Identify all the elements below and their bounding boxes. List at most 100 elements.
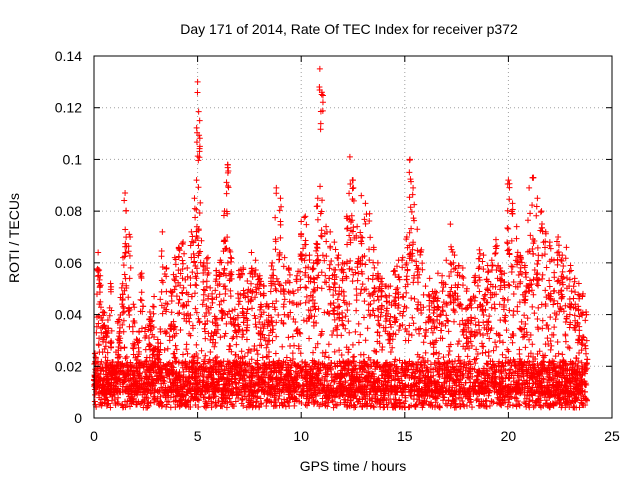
data-point — [524, 315, 531, 322]
data-point — [275, 395, 282, 402]
data-point — [516, 346, 523, 353]
data-point — [313, 240, 320, 247]
data-point — [492, 339, 499, 346]
data-point — [521, 391, 528, 398]
data-point — [345, 318, 352, 325]
data-point — [146, 372, 153, 378]
data-point — [322, 349, 329, 356]
data-point — [303, 284, 310, 291]
data-point — [356, 359, 363, 366]
data-point — [230, 334, 237, 341]
data-point — [362, 337, 369, 344]
data-point — [192, 214, 199, 221]
data-point — [345, 349, 352, 356]
data-point — [357, 331, 364, 338]
data-point — [338, 352, 345, 359]
data-point — [506, 396, 513, 403]
data-point — [166, 333, 173, 340]
data-point — [408, 295, 415, 302]
data-point — [236, 298, 243, 305]
data-point — [249, 305, 256, 312]
data-point — [534, 315, 541, 322]
data-point — [272, 285, 279, 292]
data-point — [207, 304, 214, 311]
data-point — [314, 216, 321, 223]
data-point — [516, 402, 523, 409]
data-point — [193, 139, 200, 146]
data-point — [510, 291, 517, 298]
data-point — [310, 349, 317, 356]
data-point — [217, 334, 224, 341]
data-point — [316, 390, 323, 397]
data-point — [342, 313, 349, 320]
data-point — [318, 285, 325, 292]
data-point — [427, 361, 434, 368]
data-point — [466, 358, 473, 365]
data-point — [493, 343, 500, 350]
data-point — [359, 234, 366, 241]
data-point — [379, 344, 386, 351]
data-point — [183, 346, 190, 353]
data-point — [203, 255, 210, 262]
data-point — [539, 275, 546, 282]
data-point — [172, 342, 179, 349]
data-point — [251, 312, 258, 319]
data-point — [189, 269, 196, 276]
data-point — [535, 304, 542, 311]
data-point — [324, 378, 331, 385]
data-point — [499, 351, 506, 358]
data-point — [314, 260, 321, 267]
data-point — [576, 349, 583, 356]
data-point — [325, 354, 332, 361]
data-point — [186, 318, 193, 325]
data-point — [119, 303, 126, 310]
data-point — [125, 294, 132, 301]
data-point — [302, 284, 309, 291]
data-point — [273, 190, 280, 197]
data-point — [239, 305, 246, 312]
data-point — [419, 260, 426, 267]
data-point — [477, 330, 484, 337]
data-point — [168, 309, 175, 316]
data-point — [318, 227, 325, 234]
chart-title: Day 171 of 2014, Rate Of TEC Index for r… — [180, 21, 518, 37]
data-point — [272, 246, 279, 253]
data-point — [176, 309, 183, 316]
data-point — [289, 333, 296, 340]
data-point — [195, 157, 202, 164]
data-point — [486, 313, 493, 320]
data-point — [488, 398, 495, 405]
data-point — [122, 226, 129, 233]
data-point — [500, 400, 507, 407]
data-point — [306, 335, 313, 342]
data-point — [121, 271, 128, 278]
data-point — [158, 253, 165, 260]
data-point — [479, 350, 486, 357]
data-point — [559, 351, 566, 358]
data-point — [193, 206, 200, 213]
data-point — [223, 404, 230, 411]
data-point — [298, 231, 305, 238]
data-point — [522, 344, 529, 351]
data-point — [412, 326, 419, 333]
data-point — [222, 290, 229, 297]
data-point — [469, 404, 476, 411]
data-point — [282, 403, 289, 410]
data-point — [310, 286, 317, 293]
data-point — [285, 334, 292, 341]
data-point — [539, 325, 546, 332]
data-point — [490, 347, 497, 354]
data-point — [318, 269, 325, 276]
data-point — [195, 108, 202, 115]
data-point — [283, 354, 290, 361]
data-point — [253, 323, 260, 330]
data-point — [127, 264, 134, 271]
data-point — [195, 242, 202, 249]
data-point — [478, 340, 485, 347]
data-point — [212, 287, 219, 294]
data-point — [544, 322, 551, 329]
data-point — [567, 358, 574, 365]
data-point — [317, 401, 324, 408]
data-point — [537, 397, 544, 404]
data-point — [248, 280, 255, 287]
